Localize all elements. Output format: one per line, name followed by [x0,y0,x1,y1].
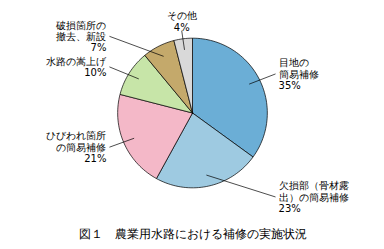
svg-text:水路の嵩上げ10%: 水路の嵩上げ10% [46,56,107,79]
svg-text:その他4%: その他4% [167,10,197,33]
svg-text:欠損部（骨材露出）の簡易補修23%: 欠損部（骨材露出）の簡易補修23% [279,180,349,214]
svg-text:ひびわれ箇所の簡易補修21%: ひびわれ箇所の簡易補修21% [46,130,106,164]
svg-text:目地の簡易補修35%: 目地の簡易補修35% [279,57,319,91]
svg-text:破損箇所の撤去、新設7%: 破損箇所の撤去、新設7% [55,20,106,54]
svg-text:図１ 農業用水路における補修の実施状況: 図１ 農業用水路における補修の実施状況 [79,227,307,241]
